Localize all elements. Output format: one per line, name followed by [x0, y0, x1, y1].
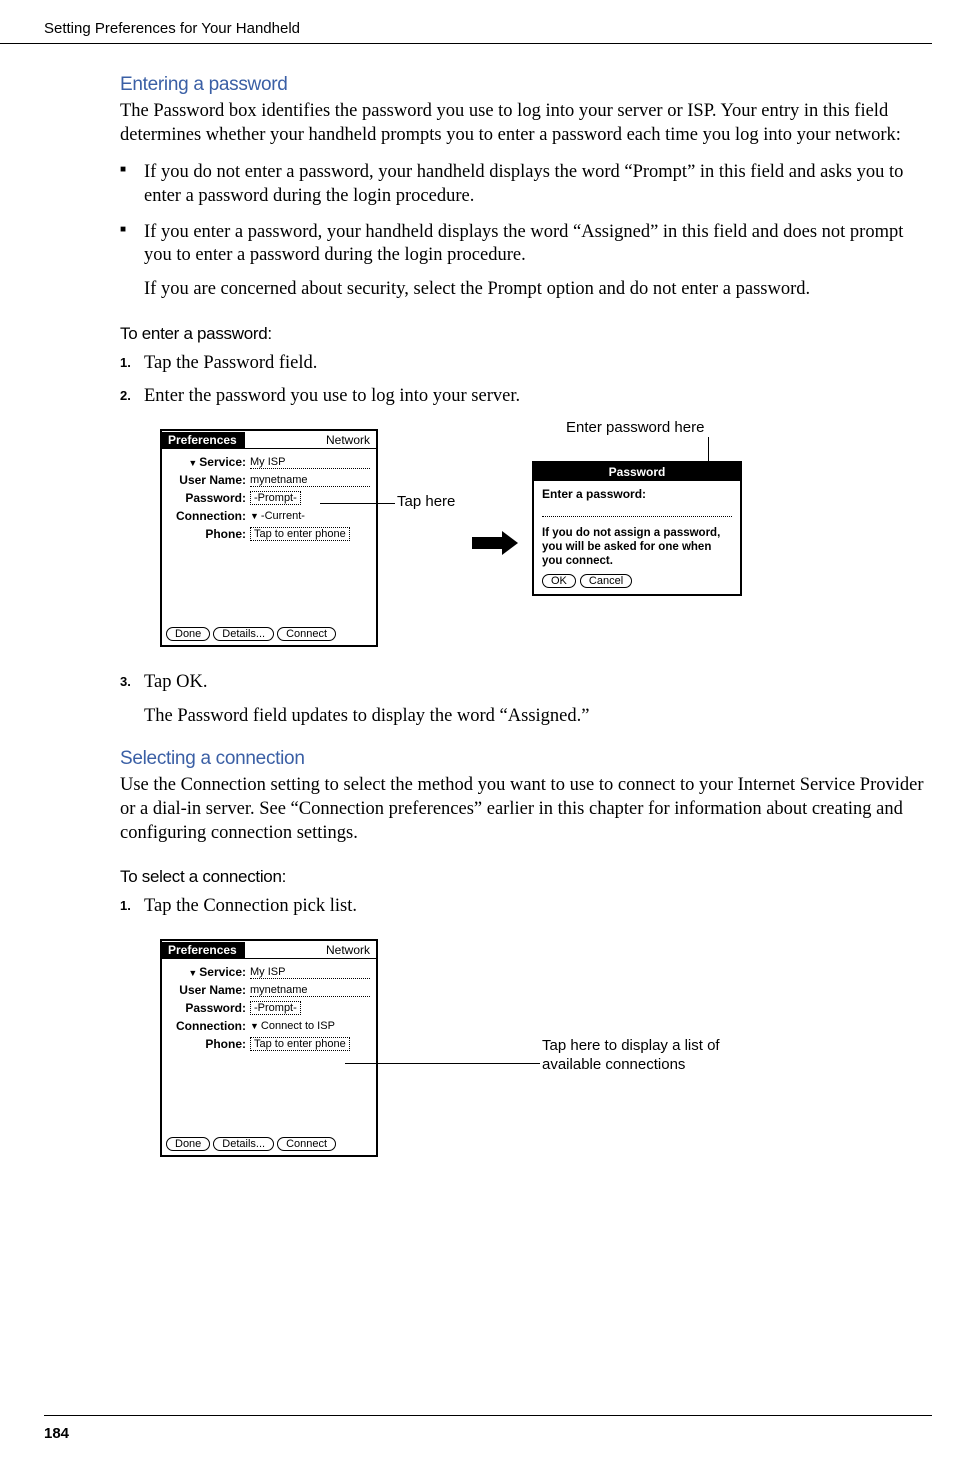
- arrow-icon: [472, 533, 520, 553]
- service-label: Service:: [199, 965, 246, 979]
- bullet-list: If you do not enter a password, your han…: [120, 161, 932, 301]
- procedure-title-2: To select a connection:: [120, 867, 932, 887]
- palm-titlebar: Preferences Network: [162, 431, 376, 449]
- step-item: Tap OK. The Password field updates to di…: [120, 671, 932, 728]
- service-value[interactable]: My ISP: [250, 966, 370, 979]
- cancel-button[interactable]: Cancel: [580, 574, 632, 588]
- details-button[interactable]: Details...: [213, 627, 274, 641]
- step-item: Tap the Password field.: [120, 352, 932, 376]
- palm-form: ▼Service: My ISP User Name: mynetname Pa…: [162, 449, 376, 541]
- section-title-connection: Selecting a connection: [120, 748, 932, 770]
- palm-preferences-screen: Preferences Network ▼Service: My ISP Use…: [160, 939, 378, 1157]
- bullet-note: If you are concerned about security, sel…: [144, 278, 932, 302]
- section-title-password: Entering a password: [120, 74, 932, 96]
- phone-value[interactable]: Tap to enter phone: [250, 1037, 350, 1051]
- step-list-1: Tap the Password field. Enter the passwo…: [120, 352, 932, 409]
- footer-rule: [44, 1415, 932, 1416]
- username-label: User Name:: [168, 473, 250, 487]
- step-item: Tap the Connection pick list.: [120, 895, 932, 919]
- connection-value[interactable]: Connect to ISP: [261, 1020, 335, 1032]
- service-label: Service:: [199, 455, 246, 469]
- details-button[interactable]: Details...: [213, 1137, 274, 1151]
- step-list-1b: Tap OK. The Password field updates to di…: [120, 671, 932, 728]
- section2-intro: Use the Connection setting to select the…: [120, 774, 932, 845]
- page-number: 184: [44, 1425, 69, 1442]
- section1-intro: The Password box identifies the password…: [120, 100, 932, 147]
- titlebar-category[interactable]: Network: [326, 433, 376, 447]
- callout-line: [708, 437, 709, 461]
- dialog-label: Enter a password:: [542, 487, 732, 501]
- chevron-down-icon[interactable]: ▼: [188, 968, 197, 978]
- chevron-down-icon[interactable]: ▼: [188, 458, 197, 468]
- phone-value[interactable]: Tap to enter phone: [250, 527, 350, 541]
- chevron-down-icon[interactable]: ▼: [250, 1021, 259, 1031]
- titlebar-title: Preferences: [162, 942, 245, 958]
- chapter-title: Setting Preferences for Your Handheld: [44, 20, 300, 37]
- callout-line: [320, 503, 395, 504]
- connection-value[interactable]: -Current-: [261, 510, 305, 522]
- password-value[interactable]: -Prompt-: [250, 1001, 301, 1015]
- palm-button-row: Done Details... Connect: [166, 627, 336, 641]
- figure-password: Preferences Network ▼Service: My ISP Use…: [160, 419, 932, 659]
- figure-connection: Preferences Network ▼Service: My ISP Use…: [160, 929, 932, 1169]
- connect-button[interactable]: Connect: [277, 1137, 336, 1151]
- connection-label: Connection:: [168, 509, 250, 523]
- step-sub-text: The Password field updates to display th…: [144, 705, 932, 729]
- password-label: Password:: [168, 491, 250, 505]
- palm-button-row: Done Details... Connect: [166, 1137, 336, 1151]
- dialog-note: If you do not assign a password, you wil…: [542, 527, 732, 568]
- done-button[interactable]: Done: [166, 1137, 210, 1151]
- page-header: Setting Preferences for Your Handheld: [0, 0, 932, 44]
- phone-label: Phone:: [168, 1037, 250, 1051]
- callout-line: [345, 1063, 540, 1064]
- ok-button[interactable]: OK: [542, 574, 576, 588]
- chevron-down-icon[interactable]: ▼: [250, 511, 259, 521]
- main-content: Entering a password The Password box ide…: [0, 44, 976, 1169]
- bullet-item: If you do not enter a password, your han…: [120, 161, 932, 208]
- connection-label: Connection:: [168, 1019, 250, 1033]
- password-dialog: Password Enter a password: If you do not…: [532, 461, 742, 596]
- palm-preferences-screen: Preferences Network ▼Service: My ISP Use…: [160, 429, 378, 647]
- step-item: Enter the password you use to log into y…: [120, 385, 932, 409]
- callout-tap-here: Tap here: [397, 493, 455, 510]
- username-value[interactable]: mynetname: [250, 474, 370, 487]
- dialog-title: Password: [534, 463, 740, 481]
- step-list-2: Tap the Connection pick list.: [120, 895, 932, 919]
- procedure-title: To enter a password:: [120, 324, 932, 344]
- service-value[interactable]: My ISP: [250, 456, 370, 469]
- done-button[interactable]: Done: [166, 627, 210, 641]
- titlebar-category[interactable]: Network: [326, 943, 376, 957]
- bullet-item: If you enter a password, your handheld d…: [120, 221, 932, 302]
- palm-titlebar: Preferences Network: [162, 941, 376, 959]
- phone-label: Phone:: [168, 527, 250, 541]
- username-label: User Name:: [168, 983, 250, 997]
- connect-button[interactable]: Connect: [277, 627, 336, 641]
- callout-enter-pw: Enter password here: [566, 419, 704, 436]
- palm-form: ▼Service: My ISP User Name: mynetname Pa…: [162, 959, 376, 1051]
- password-value[interactable]: -Prompt-: [250, 491, 301, 505]
- password-label: Password:: [168, 1001, 250, 1015]
- callout-connection-list: Tap here to display a list of available …: [542, 1037, 722, 1075]
- password-input[interactable]: [542, 503, 732, 517]
- titlebar-title: Preferences: [162, 432, 245, 448]
- username-value[interactable]: mynetname: [250, 984, 370, 997]
